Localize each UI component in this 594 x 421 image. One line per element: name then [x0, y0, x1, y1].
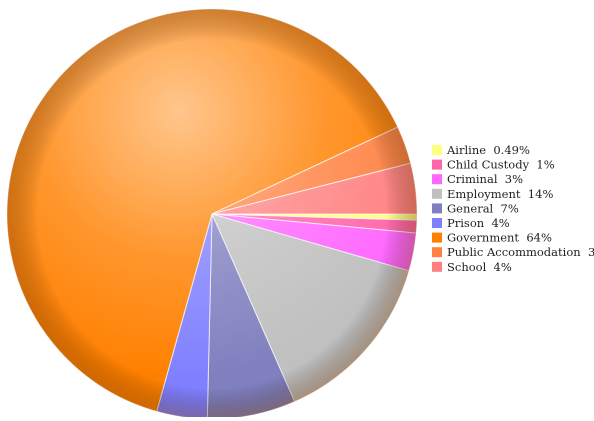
legend-label-airline: Airline 0.49%	[446, 143, 530, 157]
legend-label-school: School 4%	[447, 260, 512, 274]
legend-label-general: General 7%	[447, 201, 519, 215]
legend-swatch-government	[432, 232, 442, 243]
legend-swatch-employment	[432, 188, 442, 199]
legend-swatch-public-accommodation	[432, 247, 442, 258]
pie-slices	[6, 8, 418, 420]
legend-swatch-criminal	[432, 174, 442, 185]
legend-swatch-child-custody	[432, 159, 442, 170]
legend-swatch-airline	[432, 145, 442, 155]
legend-label-employment: Employment 14%	[447, 187, 553, 201]
legend-swatch-prison	[432, 218, 442, 228]
legend-label-government: Government 64%	[447, 231, 552, 245]
legend: Airline 0.49%Child Custody 1%Criminal 3%…	[432, 143, 594, 274]
legend-label-child-custody: Child Custody 1%	[447, 158, 555, 172]
legend-label-public-accommodation: Public Accommodation 3%	[447, 245, 594, 259]
legend-swatch-school	[432, 261, 442, 272]
legend-label-criminal: Criminal 3%	[447, 172, 523, 186]
legend-swatch-general	[432, 203, 442, 214]
legend-label-prison: Prison 4%	[447, 216, 510, 230]
